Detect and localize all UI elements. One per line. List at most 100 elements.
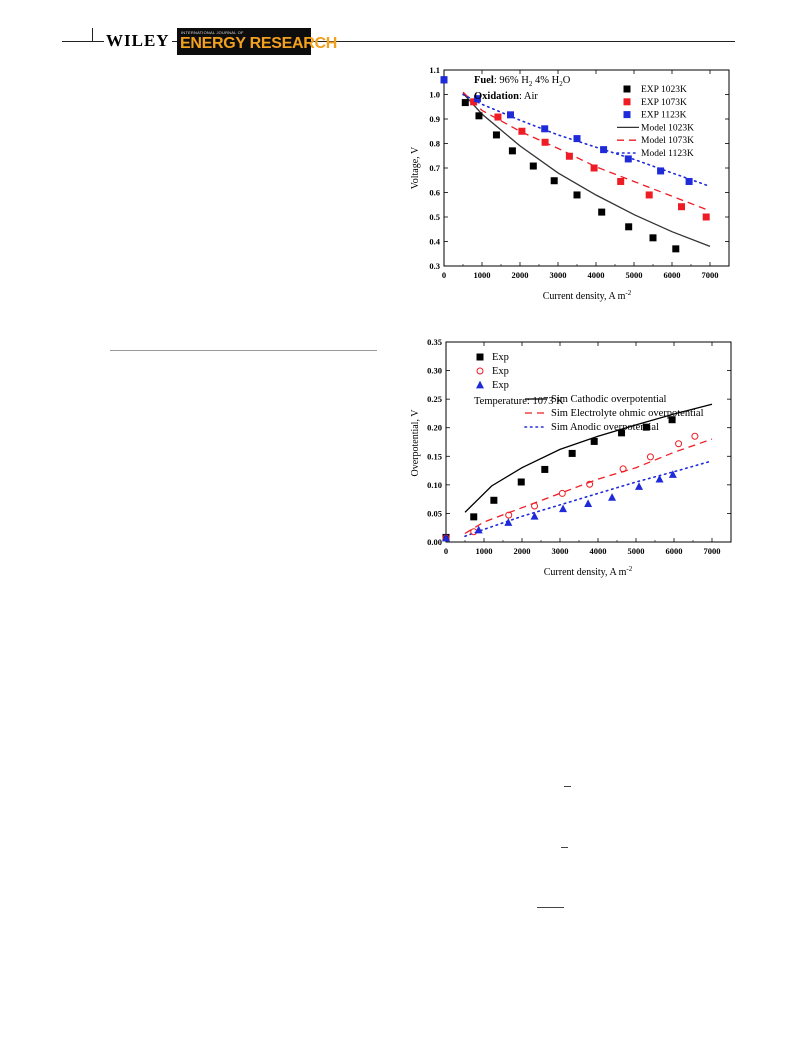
x-tick-label: 0 (444, 546, 448, 556)
x-tick-label: 0 (442, 270, 446, 280)
data-point (646, 453, 654, 461)
data-point (531, 502, 539, 510)
data-point (568, 449, 576, 457)
data-point (517, 478, 525, 486)
data-point (649, 234, 657, 242)
y-tick-label: 0.5 (429, 212, 440, 222)
data-point (672, 245, 680, 253)
chart-legend: Exp Exp Exp Sim Cathodic overpotential Sim E… (476, 352, 704, 433)
data-point (691, 432, 699, 440)
fraction-bar (561, 847, 568, 848)
y-tick-label: 0.10 (427, 480, 442, 490)
data-point (657, 167, 665, 175)
x-tick-label: 5000 (628, 546, 645, 556)
y-tick-label: 0.15 (427, 451, 442, 461)
x-tick-label: 7000 (704, 546, 721, 556)
data-point (598, 208, 606, 216)
data-point (559, 504, 568, 513)
data-point (504, 518, 513, 526)
y-tick-label: 0.3 (429, 261, 440, 271)
data-point (590, 164, 598, 172)
x-tick-label: 2000 (512, 270, 529, 280)
header-tick (92, 28, 93, 42)
data-point (590, 437, 598, 445)
y-tick-label: 0.20 (427, 423, 442, 433)
data-point (668, 470, 677, 478)
data-point (473, 95, 481, 103)
x-tick-label: 3000 (550, 270, 567, 280)
fuel-annotation: Fuel: 96% H2 4% H2O (474, 75, 571, 88)
legend-label: Exp (492, 352, 509, 363)
series-line (464, 438, 713, 534)
data-point (642, 423, 650, 431)
legend-marker (476, 380, 484, 389)
data-point (541, 138, 549, 146)
legend-label: EXP 1073K (641, 98, 687, 108)
data-point (558, 489, 566, 497)
data-point (440, 76, 448, 84)
x-tick-label: 2000 (514, 546, 531, 556)
voltage-chart: 0 1000 2000 3000 4000 5000 6000 7000 0.3 0.4 0.5 0.… (410, 65, 730, 302)
overpotential-chart: 0 1000 2000 3000 4000 5000 6000 7000 0.00 0.05 0.1… (410, 337, 732, 578)
series-line (462, 92, 711, 248)
legend-label: Model 1073K (641, 136, 694, 146)
data-point (675, 440, 683, 448)
fraction-bar (564, 786, 571, 787)
x-tick-label: 4000 (590, 546, 607, 556)
data-point (541, 465, 549, 473)
fraction-bar (537, 907, 564, 908)
y-tick-label: 0.25 (427, 394, 442, 404)
data-point (475, 112, 483, 120)
legend-label: EXP 1123K (641, 111, 687, 121)
x-axis-label: Current density, A m-2 (544, 565, 633, 578)
data-point (573, 135, 581, 143)
journal-title: ENERGY RESEARCH (180, 35, 338, 52)
column-rule (110, 350, 377, 351)
legend-label: Model 1123K (641, 149, 694, 159)
publisher-logo: WILEY (104, 31, 172, 50)
legend-marker (623, 85, 631, 93)
data-point (586, 480, 594, 488)
data-point (600, 146, 608, 154)
y-axis-label: Overpotential, V (410, 409, 421, 477)
x-tick-label: 7000 (702, 270, 719, 280)
y-tick-label: 0.8 (429, 139, 440, 149)
header-rule (62, 41, 735, 42)
data-point (685, 177, 693, 185)
data-point (494, 113, 502, 121)
legend-marker (623, 111, 631, 119)
legend-label: Sim Electrolyte ohmic overpotential (551, 408, 704, 419)
data-point (541, 125, 549, 133)
x-tick-label: 6000 (666, 546, 683, 556)
data-point (645, 191, 653, 199)
data-point (470, 98, 478, 106)
y-tick-label: 0.35 (427, 337, 442, 347)
data-point (625, 223, 633, 231)
data-point (608, 493, 617, 501)
legend-label: Exp (492, 366, 509, 377)
y-tick-label: 0.00 (427, 537, 442, 547)
data-point (442, 533, 450, 542)
legend-label: Sim Anodic overpotential (551, 422, 659, 433)
y-tick-label: 0.6 (429, 188, 440, 198)
data-point (550, 177, 558, 185)
data-point (668, 416, 676, 424)
legend-label: Model 1023K (641, 123, 694, 133)
y-tick-label: 0.30 (427, 366, 442, 376)
x-tick-label: 6000 (664, 270, 681, 280)
data-point (490, 496, 498, 504)
data-point (702, 213, 710, 221)
series-line (464, 403, 713, 513)
x-tick-label: 1000 (476, 546, 493, 556)
y-tick-label: 1.1 (429, 65, 440, 75)
y-tick-label: 0.4 (429, 237, 440, 247)
data-point (508, 147, 516, 155)
data-point (565, 152, 573, 160)
legend-label: EXP 1023K (641, 85, 687, 95)
legend-marker (623, 98, 631, 106)
legend-label: Exp (492, 380, 509, 391)
y-axis-label: Voltage, V (410, 146, 421, 189)
data-point (618, 429, 626, 437)
x-tick-label: 3000 (552, 546, 569, 556)
data-point (573, 191, 581, 199)
